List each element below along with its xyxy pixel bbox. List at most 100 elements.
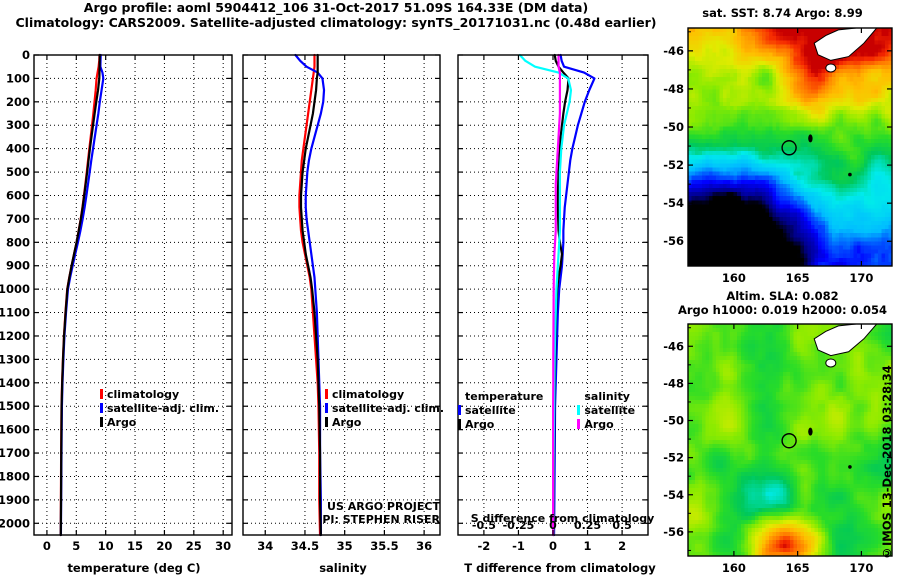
ytick-label: 100	[6, 71, 30, 85]
float-position-marker	[781, 140, 797, 156]
legend-group-temperature: temperature satellite Argo	[458, 390, 543, 432]
legend-swatch	[458, 419, 461, 429]
sst-map: 160 165 170 -46 -48 -50 -52 -54 -56	[663, 27, 893, 285]
stewart-island	[825, 358, 837, 368]
legend-item: climatology	[100, 388, 219, 402]
ytick-label: 300	[6, 118, 30, 132]
axes-frame	[242, 54, 441, 536]
legend-label: climatology	[332, 388, 405, 401]
xtick-label: 34.5	[291, 539, 319, 553]
axes-frame	[33, 54, 233, 536]
xtick-label: -1	[512, 539, 525, 553]
ytick-label: 600	[6, 188, 30, 202]
map-raster	[688, 324, 892, 556]
data-series-argo	[59, 53, 101, 537]
svg-sal-plot: 34 34.5 35 35.5 36	[242, 53, 441, 553]
map-xtick-label: 160	[722, 271, 746, 285]
map-xtick-label: 160	[722, 561, 746, 575]
xtick-label: 35	[337, 539, 353, 553]
difference-bottom-xaxis-label: T difference from climatology	[464, 561, 656, 575]
legend-item: satellite-adj. clim.	[325, 402, 444, 416]
map-ytick-label: -56	[663, 234, 684, 248]
svg-sst-canvas: 160 165 170 -46 -48 -50 -52 -54 -56	[663, 27, 893, 285]
sla-map-title: Altim. SLA: 0.082 Argo h1000: 0.019 h200…	[670, 289, 895, 317]
new-zealand-coastline	[813, 28, 878, 61]
xtick-label: 35.5	[370, 539, 398, 553]
legend-label: satellite	[584, 404, 636, 417]
secondary-xtick-label: 0	[549, 519, 557, 532]
ytick-label: 1100	[0, 306, 30, 320]
legend-swatch	[100, 417, 103, 427]
map-xtick-label: 170	[849, 271, 873, 285]
legend-item: Argo	[100, 416, 219, 430]
ytick-label: 1400	[0, 376, 30, 390]
xtick-label: 20	[156, 539, 172, 553]
secondary-xtick-label: 0.25	[574, 519, 601, 532]
auckland-islands	[808, 134, 813, 143]
xtick-label: 0	[43, 539, 51, 553]
xtick-label: 25	[186, 539, 202, 553]
campbell-island	[848, 465, 852, 469]
ytick-label: 1900	[0, 493, 30, 507]
legend-swatch	[100, 403, 103, 413]
watermark-line-1: US ARGO PROJECT	[327, 500, 440, 513]
sst-map-title: sat. SST: 8.74 Argo: 8.99	[702, 6, 863, 20]
sla-map: 160 165 170 -46 -48 -50 -52 -54 -56	[663, 323, 893, 575]
map-frame	[687, 323, 893, 557]
figure-title: Argo profile: aoml 5904412_106 31-Oct-20…	[0, 0, 672, 30]
float-position-marker	[781, 433, 797, 449]
xtick-label: 0	[549, 539, 557, 553]
secondary-xtick-label: -0.5	[472, 519, 496, 532]
ytick-label: 900	[6, 259, 30, 273]
ytick-label: 2000	[0, 516, 30, 530]
sla-title-line-2: Argo h1000: 0.019 h2000: 0.054	[677, 303, 888, 317]
legend-swatch	[325, 403, 328, 413]
map-ytick-label: -46	[663, 339, 684, 353]
temperature-legend: climatology satellite-adj. clim. Argo	[100, 388, 219, 430]
ytick-label: 1300	[0, 352, 30, 366]
legend-label: Argo	[465, 418, 495, 431]
watermark-line-2: PI: STEPHEN RISER	[322, 513, 440, 526]
legend-label: climatology	[107, 388, 180, 401]
legend-item: satellite	[458, 404, 543, 418]
salinity-panel: 34 34.5 35 35.5 36	[242, 53, 441, 553]
title-line-2: Climatology: CARS2009. Satellite-adjuste…	[15, 15, 657, 30]
ytick-label: 500	[6, 165, 30, 179]
map-ytick-label: -48	[663, 82, 684, 96]
xtick-label: 34	[257, 539, 273, 553]
ytick-label: 700	[6, 212, 30, 226]
legend-swatch	[458, 405, 461, 415]
legend-swatch	[577, 419, 581, 429]
data-series-argo	[299, 53, 322, 537]
legend-item: Argo	[577, 418, 635, 432]
legend-group-title: temperature	[465, 390, 544, 403]
sla-title-line-1: Altim. SLA: 0.082	[726, 289, 839, 303]
map-ytick-label: -48	[663, 376, 684, 390]
map-ytick-label: -50	[663, 120, 684, 134]
ytick-label: 200	[6, 95, 30, 109]
stewart-island	[825, 63, 837, 73]
ytick-label: 1000	[0, 282, 30, 296]
map-ytick-label: -52	[663, 451, 684, 465]
data-series-salinity-satellite	[518, 53, 573, 537]
svg-diff-plot: -2 -1 0 1 2 -0.5 -0.25 0 0.25 0.5	[457, 53, 649, 553]
map-raster	[688, 28, 892, 266]
salinity-xaxis-label: salinity	[319, 561, 367, 575]
campbell-island	[848, 172, 852, 177]
data-series-temperature-satellite	[552, 53, 596, 537]
legend-label: Argo	[332, 416, 362, 429]
legend-item: satellite	[577, 404, 635, 418]
data-series-climatology	[298, 53, 322, 537]
map-ytick-label: -50	[663, 414, 684, 428]
ytick-label: 1500	[0, 399, 30, 413]
difference-legend-columns: temperature satellite Argo salinity satellit…	[458, 390, 635, 432]
xtick-label: -2	[478, 539, 491, 553]
legend-group-salinity: salinity satellite Argo	[577, 390, 635, 432]
ytick-label: 1700	[0, 446, 30, 460]
legend-item: Argo	[458, 418, 543, 432]
difference-legend: temperature satellite Argo salinity satellit…	[458, 390, 635, 432]
map-ytick-label: -52	[663, 158, 684, 172]
legend-swatch	[100, 389, 103, 399]
map-ytick-label: -54	[663, 488, 684, 502]
